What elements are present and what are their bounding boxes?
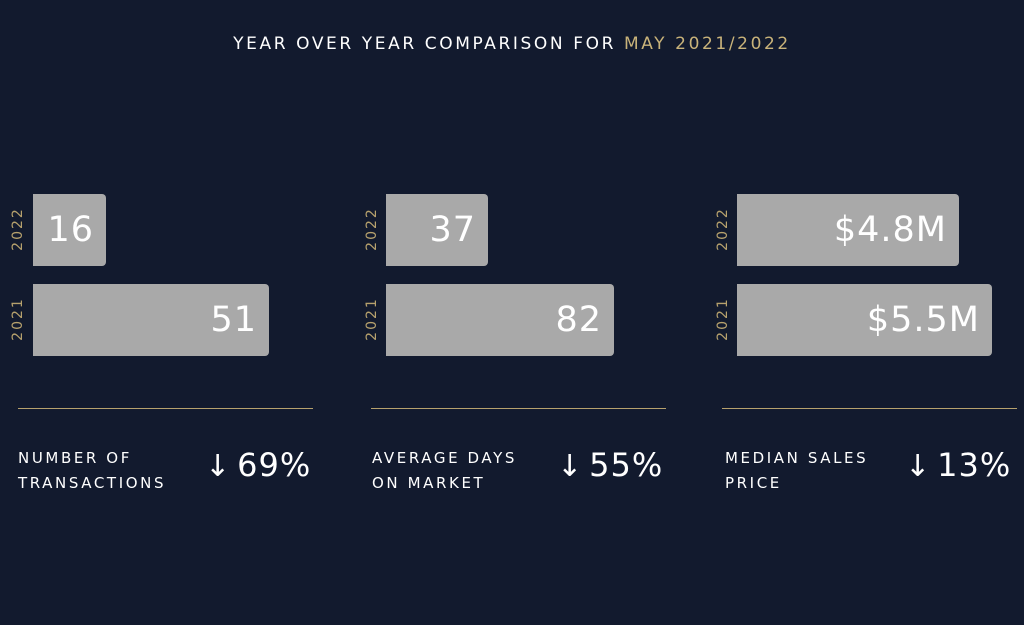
bar-value-label: $4.8M	[833, 210, 947, 250]
bar-value-label: 51	[210, 300, 257, 340]
bar-2021: $5.5M	[737, 284, 992, 356]
bar-value-label: 16	[47, 210, 94, 250]
down-arrow-icon: ↓	[905, 449, 932, 484]
metric-label: MEDIAN SALES PRICE	[725, 449, 869, 492]
transactions-panel: 2022 2021 16 51 NUMBER OF TRANSACTIONS ↓…	[0, 0, 340, 625]
title-prefix: YEAR OVER YEAR COMPARISON FOR	[233, 34, 616, 54]
metric-label: AVERAGE DAYS ON MARKET	[372, 449, 517, 492]
change-value: ↓ 55%	[557, 446, 664, 484]
page-title: YEAR OVER YEAR COMPARISON FOR MAY 2021/2…	[0, 34, 1024, 54]
bar-2021: 51	[33, 284, 269, 356]
metric-label: NUMBER OF TRANSACTIONS	[18, 449, 167, 492]
bar-2022: 37	[386, 194, 488, 266]
bar-2021: 82	[386, 284, 614, 356]
median-price-panel: 2022 2021 $4.8M $5.5M MEDIAN SALES PRICE…	[706, 0, 1024, 625]
days-on-market-panel: 2022 2021 37 82 AVERAGE DAYS ON MARKET ↓…	[354, 0, 694, 625]
change-value: ↓ 13%	[905, 446, 1012, 484]
divider	[722, 408, 1017, 409]
bar-value-label: 82	[555, 300, 602, 340]
bar-2022: $4.8M	[737, 194, 959, 266]
divider	[371, 408, 666, 409]
bar-value-label: $5.5M	[866, 300, 980, 340]
title-highlight: MAY 2021/2022	[624, 34, 791, 54]
bar-value-label: 37	[429, 210, 476, 250]
change-value: ↓ 69%	[205, 446, 312, 484]
bar-2022: 16	[33, 194, 106, 266]
down-arrow-icon: ↓	[557, 449, 584, 484]
divider	[18, 408, 313, 409]
down-arrow-icon: ↓	[205, 449, 232, 484]
